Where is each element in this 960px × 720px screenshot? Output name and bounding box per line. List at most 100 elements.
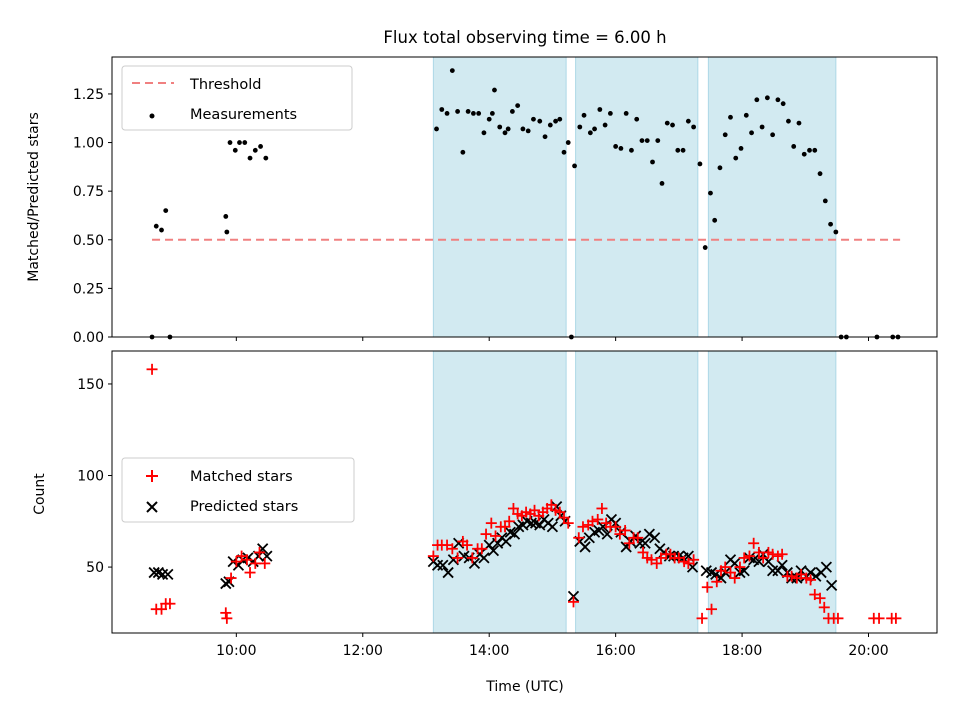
matched-star-point xyxy=(461,539,473,551)
matched-star-point xyxy=(719,561,731,573)
measurement-point xyxy=(728,114,733,120)
y-tick-label: 50 xyxy=(86,560,104,576)
measurement-point xyxy=(476,110,482,116)
bottom-y-axis-ticks: 50 100 150 xyxy=(77,377,112,576)
matched-star-point xyxy=(577,521,589,533)
predicted-star-point xyxy=(162,568,174,581)
measurement-points xyxy=(149,68,901,340)
measurement-point xyxy=(525,128,531,134)
top-plot-frame xyxy=(111,56,938,338)
measurement-point xyxy=(439,107,445,112)
measurement-point xyxy=(759,124,765,130)
measurement-point xyxy=(828,221,833,227)
predicted-star-point xyxy=(156,568,169,581)
predicted-star-point xyxy=(776,559,788,571)
predicted-star-point xyxy=(648,532,661,544)
matched-star-point xyxy=(890,612,902,624)
measurement-point xyxy=(749,130,754,136)
predicted-star-point xyxy=(468,557,481,570)
measurement-point xyxy=(817,171,823,177)
measurement-point xyxy=(492,87,497,93)
measurement-point xyxy=(807,147,812,153)
matched-star-point xyxy=(818,601,830,613)
measurement-point xyxy=(775,97,781,103)
measurement-point xyxy=(801,151,807,157)
measurement-point xyxy=(691,124,697,130)
predicted-star-point xyxy=(639,537,651,549)
matched-star-point xyxy=(586,515,598,527)
measurement-point xyxy=(770,132,776,138)
measurement-point xyxy=(572,163,577,169)
measurement-point xyxy=(486,116,492,122)
matched-star-point xyxy=(814,592,826,604)
measurement-point xyxy=(833,229,839,235)
measurement-point xyxy=(708,190,713,196)
measurement-point xyxy=(664,120,670,126)
x-axis-label: Time (UTC) xyxy=(485,679,563,695)
measurement-point xyxy=(722,132,728,138)
matched-star-point xyxy=(776,548,788,560)
measurement-point xyxy=(449,68,455,74)
y-tick-label: 100 xyxy=(77,469,104,485)
matched-star-point xyxy=(567,596,579,608)
matched-star-point xyxy=(249,557,261,569)
matched-star-point xyxy=(832,612,844,624)
measurement-point xyxy=(780,101,786,107)
measurement-point xyxy=(237,140,242,145)
measurement-point xyxy=(252,147,258,153)
predicted-star-point xyxy=(525,517,537,529)
matched-star-point xyxy=(748,537,760,549)
top-legend: Threshold Measurements xyxy=(121,65,353,131)
matched-star-point xyxy=(480,528,492,540)
matched-star-point xyxy=(485,517,497,529)
predicted-star-point xyxy=(766,565,779,577)
matched-star-point xyxy=(592,513,604,525)
measurement-point xyxy=(717,165,723,171)
predicted-star-point xyxy=(478,552,490,564)
measurement-point xyxy=(697,161,703,167)
measurement-point xyxy=(754,97,760,103)
bottom-observing-bands xyxy=(432,350,837,634)
measurement-point xyxy=(258,144,263,149)
measurement-point xyxy=(685,118,691,124)
matched-star-point xyxy=(873,612,885,624)
matched-star-point xyxy=(220,607,232,619)
predicted-star-point xyxy=(772,565,784,577)
measurement-point xyxy=(577,124,583,130)
matched-star-point xyxy=(619,524,631,536)
measurement-point xyxy=(812,147,818,153)
chart-title: Flux total observing time = 6.00 h xyxy=(383,28,666,47)
matched-star-point xyxy=(259,557,271,569)
matched-star-markers xyxy=(146,363,902,624)
matched-star-point xyxy=(743,550,755,562)
y-tick-label: 1.00 xyxy=(73,136,104,152)
observing-band xyxy=(707,350,837,634)
matched-star-point xyxy=(230,556,242,568)
predicted-star-point xyxy=(634,537,646,549)
predicted-star-point xyxy=(546,521,559,533)
measurement-point xyxy=(561,149,567,155)
measurement-point xyxy=(629,147,634,153)
measurement-point xyxy=(655,138,661,144)
measurements-legend-swatch xyxy=(149,113,155,119)
predicted-star-point xyxy=(630,530,642,542)
matched-star-point xyxy=(632,532,644,544)
measurement-point xyxy=(670,122,675,128)
observing-band xyxy=(432,56,567,338)
measurement-point xyxy=(597,107,603,112)
matched-star-point xyxy=(596,502,608,514)
top-y-axis-ticks: 0.00 0.25 0.50 0.75 1.00 1.25 xyxy=(73,87,112,346)
x-tick-label: 20:00 xyxy=(848,643,888,659)
y-tick-label: 0.75 xyxy=(73,184,104,200)
matched-star-point xyxy=(241,554,253,566)
measurement-point xyxy=(489,110,495,116)
matched-star-point xyxy=(711,576,723,588)
matched-legend-label: Matched stars xyxy=(190,469,293,485)
matched-star-point xyxy=(562,517,574,529)
observing-band xyxy=(575,350,699,634)
matched-star-point xyxy=(503,515,515,527)
observing-band xyxy=(432,350,567,634)
threshold-legend-label: Threshold xyxy=(189,77,261,93)
bottom-y-axis-label: Count xyxy=(32,473,48,515)
bottom-legend: Matched stars Predicted stars xyxy=(121,457,355,523)
